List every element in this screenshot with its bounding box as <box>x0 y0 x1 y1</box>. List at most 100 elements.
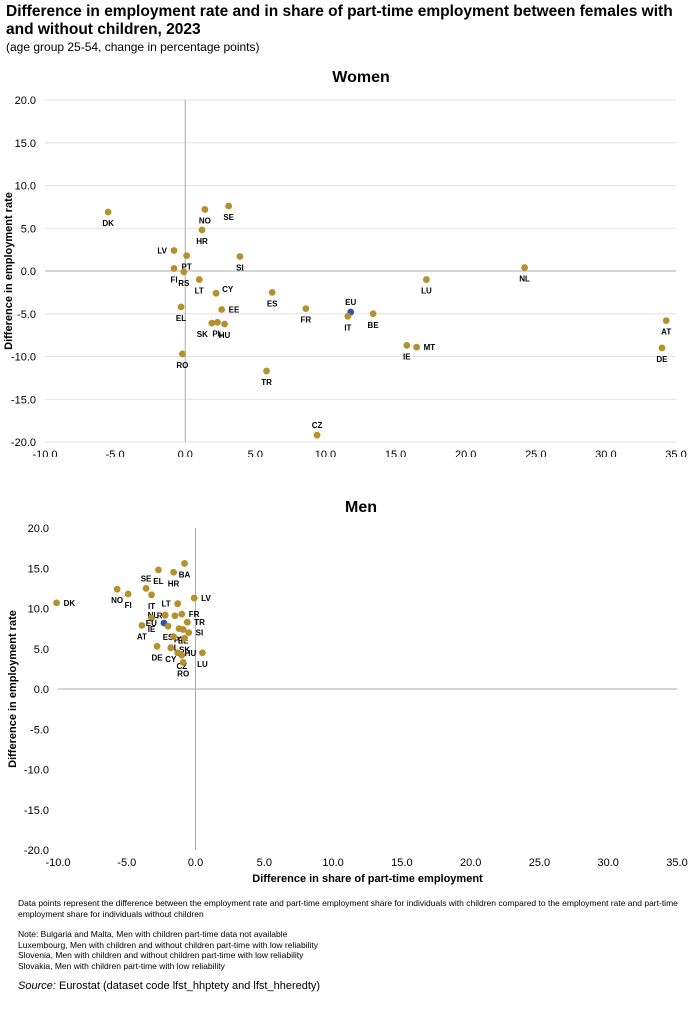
point-label: CY <box>165 655 177 664</box>
point-el <box>177 303 185 311</box>
point-lv <box>170 247 178 254</box>
point-si <box>236 253 244 260</box>
x-tick-label: 0.0 <box>188 857 203 869</box>
point-label: LT <box>161 600 170 609</box>
point-mt <box>413 343 420 351</box>
point-at <box>662 317 670 324</box>
y-axis-label: Difference in employment rate <box>7 610 19 768</box>
point-tr <box>183 618 191 626</box>
point-label: DK <box>102 219 114 228</box>
point-label: FI <box>170 275 177 284</box>
point-label: RO <box>176 361 188 370</box>
x-tick-label: 5.0 <box>257 857 272 869</box>
point-label: NO <box>111 596 123 605</box>
point-it <box>148 591 155 599</box>
point-label: DK <box>64 599 76 608</box>
point-label: LU <box>197 660 208 669</box>
point-fi <box>124 590 132 598</box>
point-cz <box>178 651 186 659</box>
y-tick-label: 0.0 <box>34 684 49 696</box>
point-cy <box>212 289 220 297</box>
y-tick-label: 5.0 <box>34 644 49 656</box>
point-se <box>225 202 233 210</box>
point-label: AT <box>661 328 671 337</box>
point-tr <box>263 367 270 375</box>
point-es <box>164 622 172 630</box>
x-tick-label: 5.0 <box>248 449 263 457</box>
y-tick-label: -15.0 <box>11 394 36 406</box>
point-dk <box>104 208 112 216</box>
point-label: CZ <box>312 421 323 430</box>
point-fi <box>170 265 178 272</box>
chart-title: Men <box>345 499 377 516</box>
y-tick-label: -20.0 <box>24 845 49 857</box>
x-tick-label: 10.0 <box>315 449 336 457</box>
point-lt <box>174 600 182 608</box>
men-scatter-chart: Men -20.0 -15.0 -10.0 -5.0 0.0 5.0 10.0 15.0 20.0… <box>7 499 688 885</box>
y-tick-label: 15.0 <box>28 563 49 575</box>
point-label: MT <box>424 343 436 352</box>
point-label: AT <box>137 632 147 641</box>
point-label: BE <box>368 321 380 330</box>
point-label: PT <box>174 636 184 645</box>
point-ro <box>179 659 187 666</box>
point-lu <box>423 276 430 283</box>
point-label: EU <box>146 619 157 628</box>
point-label: HU <box>185 649 197 658</box>
x-tick-label: 30.0 <box>595 449 616 457</box>
x-axis-label: Difference in share of part-time employm… <box>252 873 483 885</box>
point-label: SE <box>223 213 234 222</box>
point-hr <box>198 226 206 234</box>
point-label: LT <box>195 287 204 296</box>
x-tick-label: 20.0 <box>455 449 476 457</box>
point-label: ES <box>163 633 174 642</box>
note-line: Luxembourg, Men with children and withou… <box>18 939 318 950</box>
x-tick-label: -5.0 <box>106 449 125 457</box>
source-label: Source: <box>18 980 56 992</box>
point-label: HR <box>196 237 208 246</box>
point-it <box>344 312 352 320</box>
point-label: FR <box>189 610 200 619</box>
point-hr <box>170 568 177 576</box>
y-tick-label: 15.0 <box>15 138 36 150</box>
point-lt <box>195 276 203 283</box>
point-label: TR <box>261 378 272 387</box>
point-lv <box>190 594 198 602</box>
y-axis-label: Difference in employment rate <box>3 192 15 350</box>
y-tick-label: 20.0 <box>15 95 36 107</box>
note-line: Note: Bulgaria and Malta, Men with child… <box>18 929 288 939</box>
x-tick-label: -5.0 <box>117 857 136 869</box>
y-tick-label: 5.0 <box>21 223 36 235</box>
point-de <box>658 344 666 352</box>
point-at <box>138 622 146 629</box>
point-label: IE <box>148 625 156 634</box>
page-title: Difference in employment rate and in sha… <box>6 3 673 38</box>
point-label: EL <box>153 577 163 586</box>
point-be <box>369 310 377 318</box>
point-label: PT <box>182 263 192 272</box>
point-si <box>185 629 193 637</box>
point-label: PL <box>212 329 222 338</box>
source-line: Source: Eurostat (dataset code lfst_hhpt… <box>18 980 320 992</box>
point-label: SI <box>196 629 204 638</box>
x-tick-label: 15.0 <box>385 449 406 457</box>
point-label: CZ <box>176 662 187 671</box>
point-pt <box>183 252 191 260</box>
point-label: IT <box>148 602 155 611</box>
point-rs <box>171 612 179 620</box>
point-pl <box>214 318 221 326</box>
y-tick-label: -10.0 <box>11 352 36 364</box>
y-tick-label: 10.0 <box>28 604 49 616</box>
point-label: SE <box>141 574 152 583</box>
x-tick-label: -10.0 <box>32 449 57 457</box>
point-cy <box>167 644 175 652</box>
point-label: HR <box>168 579 180 588</box>
point-label: RO <box>177 669 189 678</box>
point-no <box>201 206 209 213</box>
point-ba <box>181 560 188 567</box>
x-tick-label: 35.0 <box>665 449 686 457</box>
chart-title: Women <box>332 69 389 86</box>
point-label: HU <box>219 331 231 340</box>
point-nl <box>161 611 169 619</box>
point-label: LU <box>421 287 432 296</box>
